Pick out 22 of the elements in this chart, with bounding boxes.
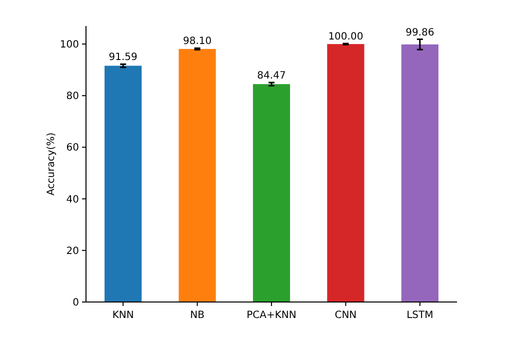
y-tick-label: 40	[66, 194, 79, 206]
bar	[178, 48, 216, 302]
bar	[327, 44, 364, 302]
x-tick-label: LSTM	[406, 310, 434, 321]
data-label: 98.10	[182, 36, 212, 48]
y-tick-label: 20	[66, 246, 79, 257]
data-label: 91.59	[108, 52, 138, 64]
bar	[252, 84, 290, 302]
x-tick-label: PCA+KNN	[246, 310, 296, 321]
x-tick-label: CNN	[334, 310, 357, 321]
data-label: 100.00	[328, 32, 364, 43]
bar	[104, 66, 142, 302]
y-axis-title: Accuracy(%)	[46, 132, 57, 196]
bar	[401, 44, 438, 302]
data-label: 99.86	[406, 27, 434, 38]
y-tick-label: 60	[66, 142, 79, 154]
y-tick-label: 0	[72, 298, 79, 308]
y-tick-label: 100	[60, 40, 79, 51]
y-tick-label: 80	[66, 91, 79, 102]
x-tick-label: KNN	[112, 310, 134, 321]
x-tick-label: NB	[190, 310, 205, 321]
data-label: 84.47	[257, 70, 286, 82]
